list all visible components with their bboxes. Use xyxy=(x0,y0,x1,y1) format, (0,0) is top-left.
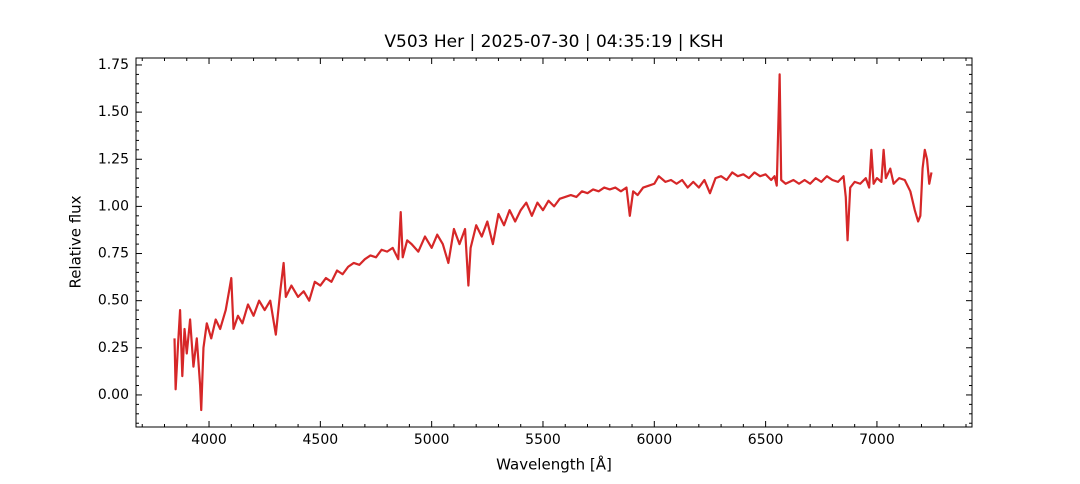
x-tick-label: 6500 xyxy=(748,432,784,448)
x-tick-label: 5000 xyxy=(414,432,450,448)
y-tick-label: 1.75 xyxy=(98,57,129,73)
y-tick-label: 1.25 xyxy=(98,151,129,167)
y-tick-label: 0.50 xyxy=(98,293,129,309)
x-tick-label: 5500 xyxy=(525,432,561,448)
plot-frame xyxy=(135,57,973,428)
x-tick-label: 4000 xyxy=(191,432,227,448)
x-tick-label: 6000 xyxy=(636,432,672,448)
y-axis-label: Relative flux xyxy=(67,195,85,288)
spectrum-line xyxy=(173,73,933,412)
x-tick-label: 4500 xyxy=(303,432,339,448)
x-tick-label: 7000 xyxy=(859,432,895,448)
x-axis-label: Wavelength [Å] xyxy=(496,455,612,474)
y-tick-label: 0.00 xyxy=(98,387,129,403)
y-tick-label: 1.50 xyxy=(98,104,129,120)
y-tick-label: 0.25 xyxy=(98,340,129,356)
y-tick-label: 0.75 xyxy=(98,246,129,262)
chart-title: V503 Her | 2025-07-30 | 04:35:19 | KSH xyxy=(384,32,723,52)
y-tick-label: 1.00 xyxy=(98,198,129,214)
